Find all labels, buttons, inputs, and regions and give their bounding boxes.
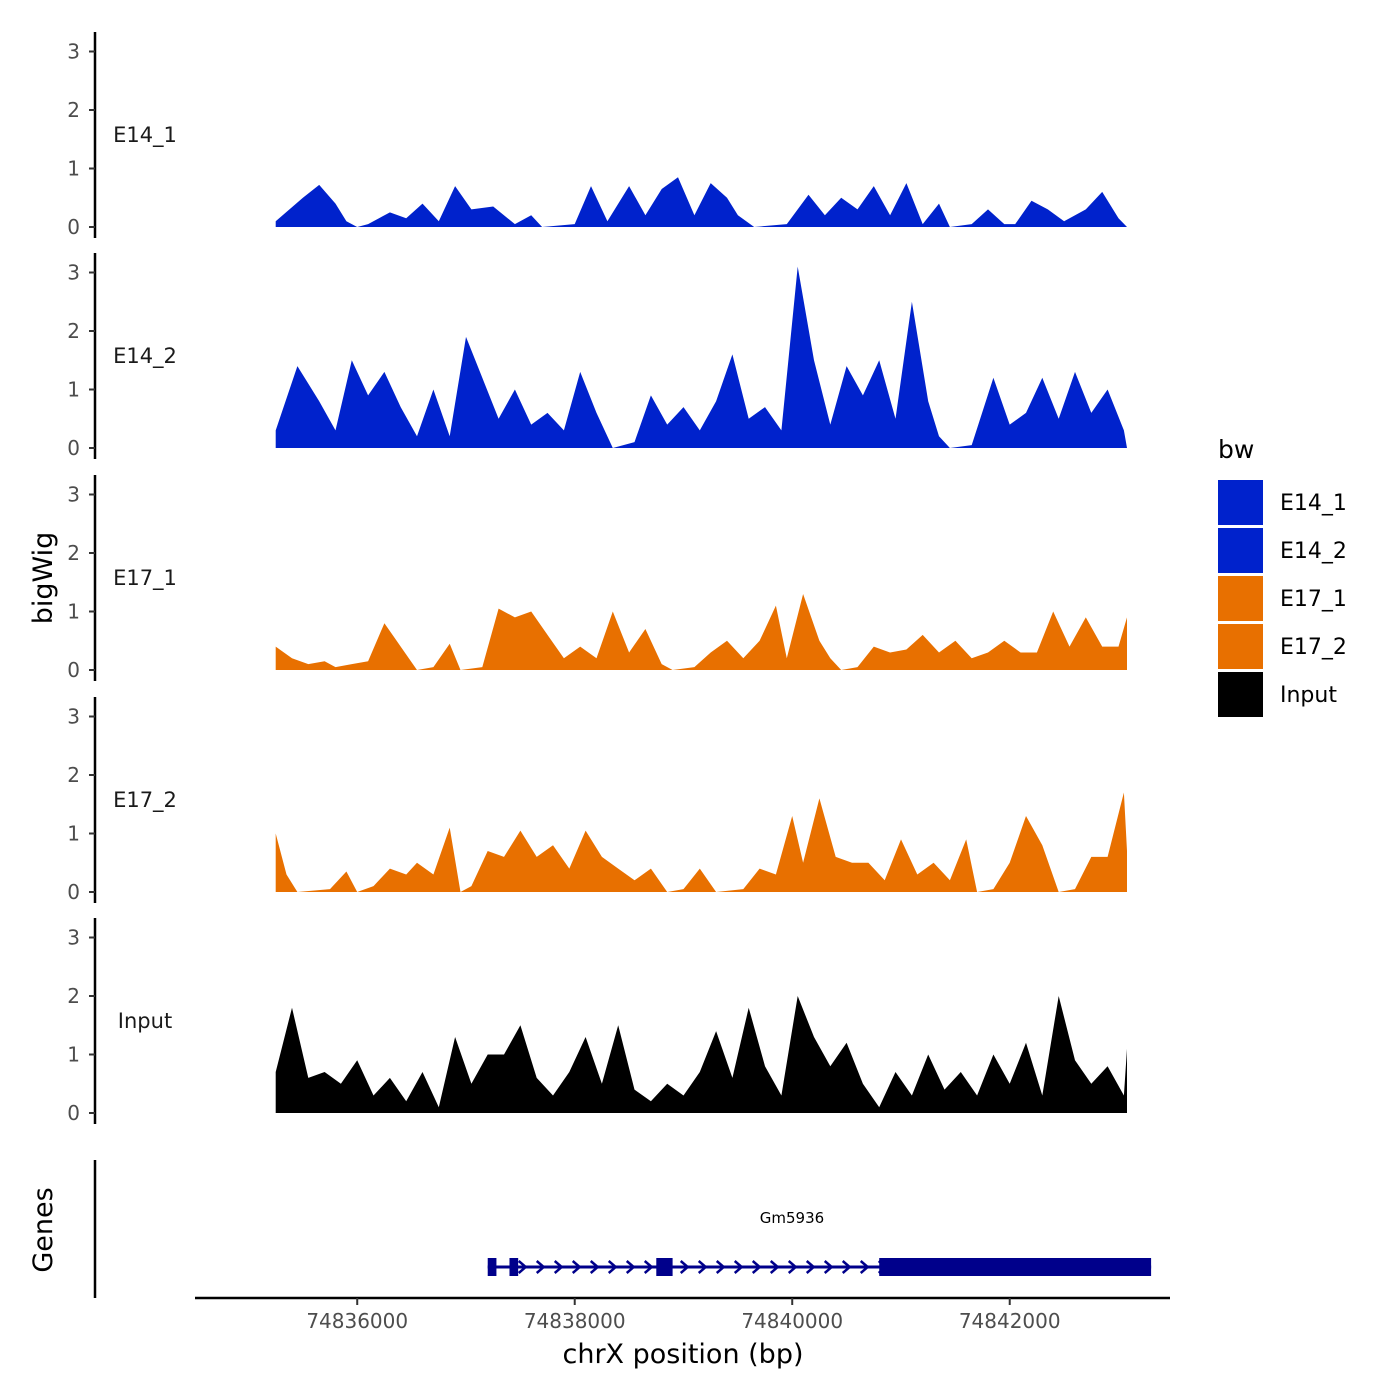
track-e17-1: 0 1 2 3 E17_1 — [67, 475, 1127, 682]
legend-swatch — [1218, 672, 1263, 717]
track-label: E17_2 — [113, 788, 177, 813]
gene-model — [487, 1258, 1152, 1276]
strand-arrow — [571, 1260, 582, 1274]
strand-arrow — [535, 1260, 546, 1274]
legend-label: E14_2 — [1280, 539, 1347, 564]
strand-arrow — [643, 1260, 654, 1274]
strand-arrow — [679, 1260, 690, 1274]
y-tick-label: 0 — [67, 1101, 80, 1125]
track-e17-2: 0 1 2 3 E17_2 — [67, 697, 1127, 904]
y-tick-label: 0 — [67, 880, 80, 904]
strand-arrow — [697, 1260, 708, 1274]
y-tick-label: 2 — [67, 984, 80, 1008]
legend-swatch — [1218, 576, 1263, 621]
strand-arrow — [859, 1260, 870, 1274]
legend-label: E17_2 — [1280, 635, 1347, 660]
strand-arrow — [607, 1260, 618, 1274]
y-tick-label: 3 — [67, 705, 80, 729]
strand-arrow — [805, 1260, 816, 1274]
legend-title: bw — [1218, 435, 1254, 464]
y-tick-label: 3 — [67, 40, 80, 64]
strand-arrow — [751, 1260, 762, 1274]
signal-area — [275, 996, 1127, 1113]
signal-area — [275, 177, 1127, 227]
y-tick-label: 3 — [67, 483, 80, 507]
track-panels: 0 1 2 3 E14_1 0 1 2 3 E14_2 0 1 2 3 E17_1 0 1 2 3 E17_2 0 1 2 3… — [67, 32, 1127, 1125]
x-axis-title: chrX position (bp) — [562, 1339, 803, 1370]
y-tick-label: 2 — [67, 319, 80, 343]
track-e14-1: 0 1 2 3 E14_1 — [67, 32, 1127, 239]
gene-label: Gm5936 — [760, 1209, 824, 1227]
y-tick-label: 0 — [67, 215, 80, 239]
signal-area — [275, 266, 1127, 448]
strand-arrow — [625, 1260, 636, 1274]
x-ticks: 74836000 74838000 74840000 74842000 — [306, 1298, 1061, 1333]
y-tick-label: 0 — [67, 658, 80, 682]
x-axis: 74836000 74838000 74840000 74842000 chrX po… — [195, 1296, 1170, 1370]
track-input: 0 1 2 3 Input — [67, 918, 1127, 1125]
y-tick-label: 2 — [67, 98, 80, 122]
legend-swatch — [1218, 624, 1263, 669]
signal-area — [275, 769, 1127, 892]
y-tick-label: 0 — [67, 436, 80, 460]
legend: bw E14_1 E14_2 E17_1 E17_2 Input — [1218, 435, 1347, 717]
legend-label: E14_1 — [1280, 491, 1347, 516]
y-tick-label: 1 — [67, 1043, 80, 1067]
genes-panel: Genes Gm5936 — [28, 1160, 1152, 1298]
strand-arrow — [589, 1260, 600, 1274]
x-tick-label: 74836000 — [306, 1309, 408, 1333]
strand-arrow — [787, 1260, 798, 1274]
legend-items: E14_1 E14_2 E17_1 E17_2 Input — [1218, 480, 1347, 717]
track-label: E14_1 — [113, 123, 177, 148]
strand-arrow — [733, 1260, 744, 1274]
strand-arrow — [517, 1260, 528, 1274]
strand-arrow — [769, 1260, 780, 1274]
y-tick-label: 1 — [67, 822, 80, 846]
x-tick-label: 74842000 — [959, 1309, 1061, 1333]
strand-arrow — [823, 1260, 834, 1274]
y-tick-label: 1 — [67, 378, 80, 402]
strand-arrow — [715, 1260, 726, 1274]
track-label: E17_1 — [113, 566, 177, 591]
track-label: Input — [118, 1009, 172, 1033]
gene-exon — [509, 1258, 519, 1276]
gene-exon — [487, 1258, 497, 1276]
y-tick-label: 1 — [67, 600, 80, 624]
legend-label: E17_1 — [1280, 587, 1347, 612]
y-tick-label: 1 — [67, 157, 80, 181]
track-e14-2: 0 1 2 3 E14_2 — [67, 253, 1127, 460]
genes-axis-title: Genes — [28, 1187, 59, 1272]
track-label: E14_2 — [113, 344, 177, 369]
gene-exon — [656, 1258, 673, 1276]
strand-arrow — [553, 1260, 564, 1274]
y-tick-label: 2 — [67, 763, 80, 787]
x-tick-label: 74838000 — [524, 1309, 626, 1333]
legend-label: Input — [1280, 683, 1337, 708]
signal-area — [275, 594, 1127, 670]
strand-arrow — [841, 1260, 852, 1274]
y-tick-label: 3 — [67, 926, 80, 950]
y-tick-label: 2 — [67, 541, 80, 565]
y-axis-title: bigWig — [28, 532, 59, 625]
gene-exon — [879, 1258, 1152, 1276]
legend-swatch — [1218, 528, 1263, 573]
y-tick-label: 3 — [67, 261, 80, 285]
legend-swatch — [1218, 480, 1263, 525]
x-tick-label: 74840000 — [741, 1309, 843, 1333]
